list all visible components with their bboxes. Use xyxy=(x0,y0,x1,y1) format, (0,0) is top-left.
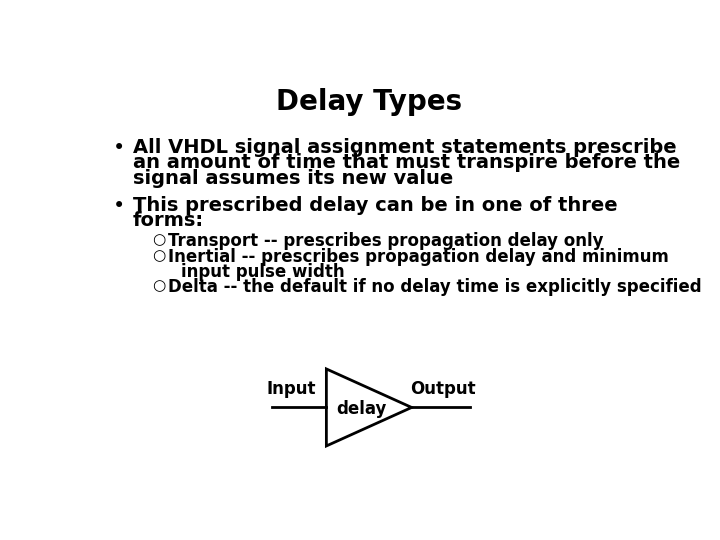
Text: •: • xyxy=(113,138,125,158)
Text: Transport -- prescribes propagation delay only: Transport -- prescribes propagation dela… xyxy=(168,232,603,250)
Text: Inertial -- prescribes propagation delay and minimum: Inertial -- prescribes propagation delay… xyxy=(168,248,668,266)
Text: ○: ○ xyxy=(152,232,166,247)
Text: Output: Output xyxy=(410,380,475,398)
Text: Input: Input xyxy=(266,380,316,398)
Text: Delta -- the default if no delay time is explicitly specified: Delta -- the default if no delay time is… xyxy=(168,278,701,296)
Text: signal assumes its new value: signal assumes its new value xyxy=(132,168,453,188)
Text: •: • xyxy=(113,195,125,215)
Text: ○: ○ xyxy=(152,278,166,293)
Text: delay: delay xyxy=(336,400,387,418)
Text: ○: ○ xyxy=(152,248,166,263)
Text: Delay Types: Delay Types xyxy=(276,88,462,116)
Text: All VHDL signal assignment statements prescribe: All VHDL signal assignment statements pr… xyxy=(132,138,676,157)
Text: input pulse width: input pulse width xyxy=(181,262,345,281)
Text: This prescribed delay can be in one of three: This prescribed delay can be in one of t… xyxy=(132,195,617,215)
Text: forms:: forms: xyxy=(132,211,204,230)
Text: an amount of time that must transpire before the: an amount of time that must transpire be… xyxy=(132,153,680,172)
